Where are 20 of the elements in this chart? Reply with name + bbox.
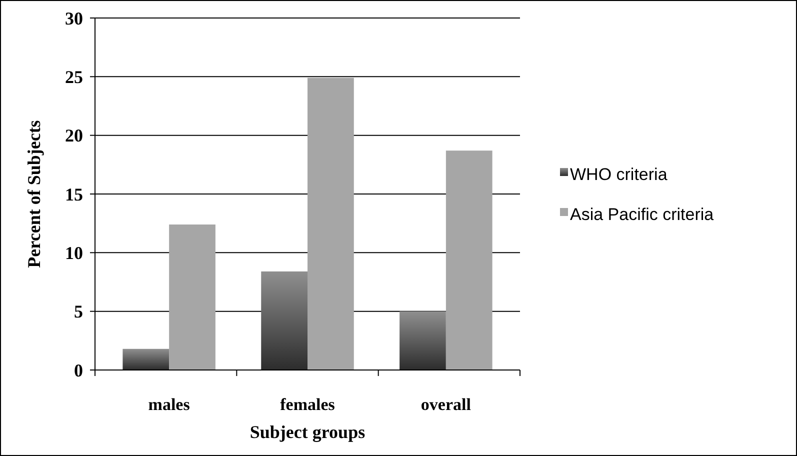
y-tick-label: 0 — [74, 360, 83, 380]
bar — [400, 311, 446, 370]
bar — [446, 150, 492, 370]
y-tick-label: 15 — [65, 184, 83, 204]
y-tick-label: 20 — [65, 126, 83, 146]
y-axis-title: Percent of Subjects — [24, 120, 44, 268]
y-tick-label: 30 — [65, 8, 83, 28]
x-tick-label: males — [148, 395, 190, 414]
legend-label: WHO criteria — [570, 164, 668, 184]
bar — [122, 348, 170, 370]
bar — [308, 78, 354, 370]
y-tick-label: 5 — [74, 302, 83, 322]
x-tick-label: overall — [420, 395, 472, 414]
y-tick-label: 25 — [65, 66, 83, 87]
x-axis-title: Subject groups — [250, 422, 366, 442]
bar — [261, 271, 308, 370]
y-tick-label: 10 — [65, 242, 83, 263]
bar — [169, 224, 216, 370]
x-tick-label: females — [280, 395, 336, 414]
legend-label: Asia Pacific criteria — [570, 204, 714, 224]
